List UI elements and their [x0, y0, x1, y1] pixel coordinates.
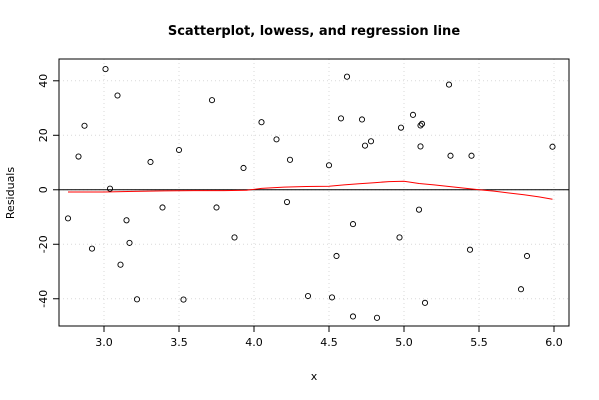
x-tick-label: 3.0: [95, 336, 113, 349]
data-point: [328, 294, 336, 301]
data-point: [114, 92, 121, 99]
data-point: [208, 97, 216, 104]
y-tick-label: 20: [37, 128, 50, 142]
data-point: [343, 73, 351, 80]
x-tick-label: 5.0: [395, 336, 413, 349]
data-point: [64, 215, 72, 222]
data-point: [361, 142, 369, 149]
data-point: [445, 81, 453, 88]
data-point: [286, 156, 294, 163]
data-point: [409, 111, 417, 118]
data-point: [517, 286, 525, 293]
data-point: [106, 185, 114, 192]
lowess-group: [68, 180, 553, 200]
data-point: [123, 217, 130, 224]
data-point: [102, 66, 109, 73]
axes: 3.0 3.5 4.0 4.5 5.0 5.5 6.0 -40 -20 0 20 40: [37, 74, 563, 349]
y-axis-label: Residuals: [4, 167, 17, 219]
data-point: [231, 234, 238, 241]
data-point: [133, 296, 141, 303]
chart-title: Scatterplot, lowess, and regression line: [168, 24, 460, 39]
data-point: [273, 136, 280, 143]
data-point: [117, 261, 124, 268]
y-tick-label: 0: [37, 186, 50, 193]
data-point: [147, 158, 154, 166]
y-tick-label: 40: [37, 74, 50, 88]
data-point: [421, 299, 429, 306]
data-point: [175, 146, 183, 154]
data-point: [447, 152, 454, 159]
data-point: [415, 206, 423, 213]
data-point: [337, 115, 345, 122]
data-point: [466, 246, 474, 253]
data-point: [417, 143, 424, 150]
x-tick-label: 6.0: [545, 336, 563, 349]
y-tick-label: -20: [37, 235, 50, 253]
data-point: [367, 138, 375, 145]
data-point: [549, 143, 556, 150]
x-tick-label: 5.5: [470, 336, 488, 349]
data-point: [358, 116, 366, 123]
x-tick-label: 4.5: [320, 336, 338, 349]
data-point: [180, 296, 187, 303]
y-tick-label: -40: [37, 290, 50, 308]
data-point: [325, 162, 333, 169]
data-point: [397, 124, 405, 131]
data-point: [304, 292, 312, 300]
data-point: [75, 153, 82, 160]
x-tick-label: 3.5: [170, 336, 188, 349]
data-point: [523, 252, 531, 260]
x-axis-label: x: [311, 370, 318, 383]
data-point: [349, 221, 357, 228]
data-point: [333, 252, 340, 260]
points-group: [64, 66, 556, 321]
data-point: [258, 119, 265, 126]
data-point: [88, 245, 96, 252]
plot-frame: [58, 58, 570, 327]
data-point: [373, 314, 381, 321]
x-tick-label: 4.0: [245, 336, 263, 349]
data-point: [468, 152, 475, 159]
data-point: [159, 204, 166, 211]
data-point: [418, 120, 426, 127]
data-point: [396, 234, 403, 241]
data-point: [283, 198, 291, 206]
data-point: [126, 239, 133, 246]
data-point: [81, 122, 88, 129]
data-point: [417, 122, 424, 129]
data-point: [240, 164, 247, 172]
lowess-line: [68, 180, 553, 200]
data-point: [213, 204, 220, 211]
data-point: [349, 313, 357, 320]
